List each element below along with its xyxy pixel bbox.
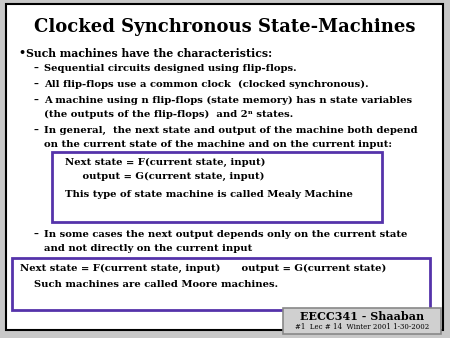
FancyBboxPatch shape xyxy=(283,308,441,334)
Text: Sequential circuits designed using flip-flops.: Sequential circuits designed using flip-… xyxy=(44,64,297,73)
Text: •: • xyxy=(18,48,25,58)
Text: output = G(current state, input): output = G(current state, input) xyxy=(65,172,265,181)
Text: Such machines are called Moore machines.: Such machines are called Moore machines. xyxy=(20,280,278,289)
Text: All flip-flops use a common clock  (clocked synchronous).: All flip-flops use a common clock (clock… xyxy=(44,80,369,89)
Text: –: – xyxy=(34,96,39,105)
Text: EECC341 - Shaaban: EECC341 - Shaaban xyxy=(300,311,424,322)
Text: Clocked Synchronous State-Machines: Clocked Synchronous State-Machines xyxy=(34,18,416,36)
Text: #1  Lec # 14  Winter 2001 1-30-2002: #1 Lec # 14 Winter 2001 1-30-2002 xyxy=(295,323,429,331)
Text: –: – xyxy=(34,230,39,239)
Text: In some cases the next output depends only on the current state: In some cases the next output depends on… xyxy=(44,230,407,239)
Text: –: – xyxy=(34,80,39,89)
Text: –: – xyxy=(34,126,39,135)
Text: (the outputs of the flip-flops)  and 2ⁿ states.: (the outputs of the flip-flops) and 2ⁿ s… xyxy=(44,110,293,119)
Text: In general,  the next state and output of the machine both depend: In general, the next state and output of… xyxy=(44,126,418,135)
Text: Next state = F(current state, input)      output = G(current state): Next state = F(current state, input) out… xyxy=(20,264,387,273)
Text: and not directly on the current input: and not directly on the current input xyxy=(44,244,252,253)
Text: on the current state of the machine and on the current input:: on the current state of the machine and … xyxy=(44,140,392,149)
Text: A machine using n flip-flops (state memory) has n state variables: A machine using n flip-flops (state memo… xyxy=(44,96,412,105)
Text: This type of state machine is called Mealy Machine: This type of state machine is called Mea… xyxy=(65,190,353,199)
FancyBboxPatch shape xyxy=(12,258,430,310)
Text: Such machines have the characteristics:: Such machines have the characteristics: xyxy=(26,48,272,59)
FancyBboxPatch shape xyxy=(52,152,382,222)
FancyBboxPatch shape xyxy=(6,4,443,330)
Text: –: – xyxy=(34,64,39,73)
Text: Next state = F(current state, input): Next state = F(current state, input) xyxy=(65,158,266,167)
